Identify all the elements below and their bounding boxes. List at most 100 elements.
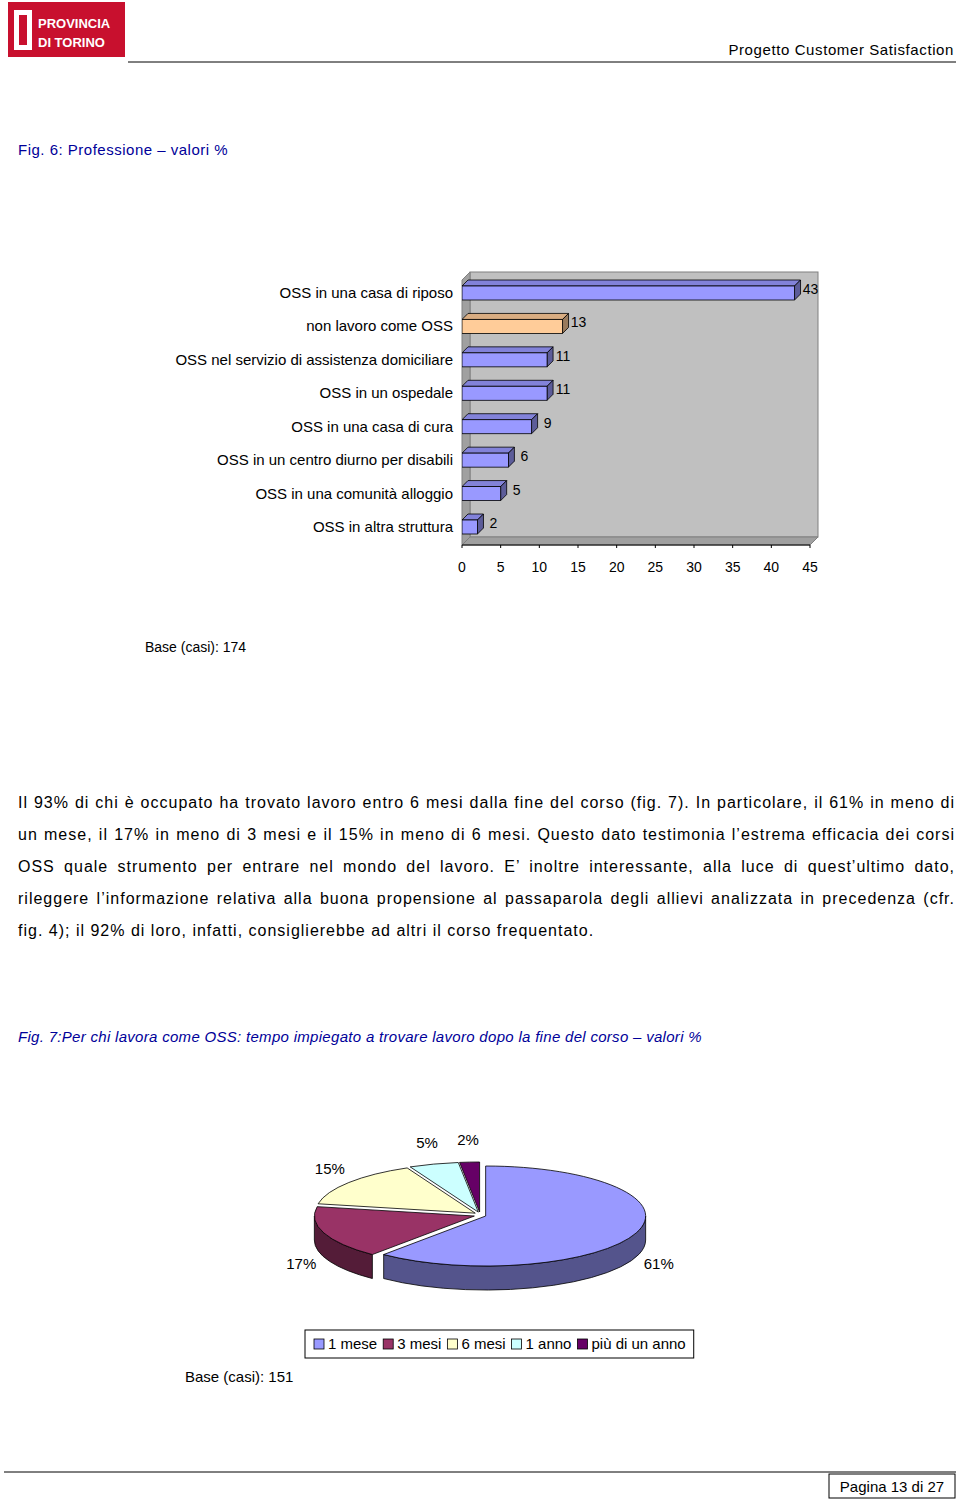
- bar: [462, 453, 508, 467]
- slice: [314, 1207, 474, 1255]
- bar: [462, 386, 547, 400]
- x-tick-label: 35: [725, 559, 741, 575]
- bar-side: [547, 347, 553, 367]
- data-label: 11: [556, 381, 571, 397]
- x-tick: [771, 545, 772, 548]
- x-tick: [462, 545, 463, 548]
- x-tick-label: 15: [570, 559, 586, 575]
- legend: 1 mese3 mesi6 mesi1 annopiù di un anno: [305, 1330, 694, 1358]
- x-tick-label: 40: [764, 559, 780, 575]
- x-tick-label: 45: [802, 559, 818, 575]
- legend-frame: [305, 1330, 694, 1358]
- bar: [462, 286, 795, 300]
- category-label: OSS in un ospedale: [320, 384, 453, 401]
- data-label: 11: [556, 348, 571, 364]
- bar-side: [501, 481, 507, 501]
- logo-emblem: [14, 10, 32, 50]
- body-text: Il 93% di chi è occupato ha trovato lavo…: [18, 787, 955, 947]
- legend-swatch: [447, 1339, 457, 1349]
- bar-chart: 0 5 10 15 20 25 30 35 40 45 43 13 11 11 9 6 5 2 OSS in una…: [175, 272, 818, 575]
- bar-side: [795, 280, 801, 300]
- logo-box: [8, 2, 125, 57]
- plot-wall: [470, 272, 818, 537]
- bar: [462, 487, 501, 501]
- bar-top: [462, 447, 514, 453]
- data-label: 6: [521, 448, 529, 464]
- data-label: 2: [490, 515, 498, 531]
- bar-side: [547, 380, 553, 400]
- plot-side-wall: [462, 272, 470, 545]
- category-label: OSS nel servizio di assistenza domicilia…: [175, 351, 453, 368]
- bar-top: [462, 280, 801, 286]
- bar: [462, 420, 532, 434]
- data-label: 43: [803, 281, 819, 297]
- data-label: 2%: [457, 1131, 479, 1148]
- bar-top: [462, 481, 507, 487]
- category-label: non lavoro come OSS: [306, 317, 453, 334]
- logo-text: DI TORINO: [38, 35, 105, 50]
- x-tick: [539, 545, 540, 548]
- pie-chart: 61% 17% 15% 5% 2%: [286, 1131, 674, 1290]
- pie-tops: [314, 1162, 645, 1266]
- data-label: 17%: [286, 1255, 316, 1272]
- plot-floor: [462, 537, 818, 545]
- x-axis: [462, 545, 810, 546]
- header-rule: [128, 62, 956, 63]
- data-label: 9: [544, 415, 552, 431]
- bar: [462, 520, 477, 534]
- category-label: OSS in una casa di cura: [291, 418, 453, 435]
- bar-top: [462, 313, 569, 319]
- data-label: 13: [571, 314, 587, 330]
- x-tick-label: 25: [648, 559, 664, 575]
- legend-label: più di un anno: [591, 1335, 685, 1352]
- x-tick-label: 10: [532, 559, 548, 575]
- legend-swatch: [314, 1339, 324, 1349]
- x-tick: [616, 545, 617, 548]
- bar-top: [462, 380, 553, 386]
- legend-swatch: [512, 1339, 522, 1349]
- legend-swatch: [577, 1339, 587, 1349]
- data-label: 61%: [644, 1255, 674, 1272]
- data-label: 15%: [315, 1160, 345, 1177]
- x-tick: [655, 545, 656, 548]
- logo-text: PROVINCIA: [38, 16, 111, 31]
- base-note: Base (casi): 151: [185, 1368, 293, 1385]
- x-tick: [810, 545, 811, 548]
- bar: [462, 319, 563, 333]
- page-box: [829, 1474, 955, 1498]
- legend-label: 6 mesi: [461, 1335, 505, 1352]
- header-title: Progetto Customer Satisfaction: [728, 41, 954, 58]
- x-tick: [694, 545, 695, 548]
- figure-caption: Fig. 7:Per chi lavora come OSS: tempo im…: [18, 1028, 702, 1045]
- bar-side: [508, 447, 514, 467]
- pie-labels: 61% 17% 15% 5% 2%: [286, 1131, 674, 1272]
- x-tick: [500, 545, 501, 548]
- x-tick: [732, 545, 733, 548]
- x-tick-label: 20: [609, 559, 625, 575]
- x-tick-label: 30: [686, 559, 702, 575]
- bars: [462, 280, 801, 534]
- figure-caption: Fig. 6: Professione – valori %: [18, 141, 228, 158]
- bar: [462, 353, 547, 367]
- legend-label: 1 anno: [526, 1335, 572, 1352]
- logo-emblem-inner: [19, 15, 27, 45]
- x-tick-label: 5: [497, 559, 505, 575]
- page-canvas: PROVINCIA DI TORINO Progetto Customer Sati…: [0, 0, 960, 1499]
- data-label: 5: [513, 482, 521, 498]
- slice: [460, 1162, 480, 1212]
- bar-side: [532, 414, 538, 434]
- legend-label: 1 mese: [328, 1335, 377, 1352]
- page: {"header": {"logo": ["PROVINCIA", "DI TO…: [0, 0, 960, 1499]
- x-tick-label: 0: [458, 559, 466, 575]
- category-label: OSS in altra struttura: [313, 518, 454, 535]
- category-label: OSS in un centro diurno per disabili: [217, 451, 453, 468]
- data-label: 5%: [416, 1134, 438, 1151]
- footer-rule: [4, 1472, 956, 1473]
- category-label: OSS in una casa di riposo: [280, 284, 453, 301]
- base-note: Base (casi): 174: [145, 639, 246, 655]
- bar-labels: 43 13 11 11 9 6 5 2: [490, 281, 819, 531]
- legend-swatch: [383, 1339, 393, 1349]
- page-number: Pagina 13 di 27: [840, 1478, 944, 1495]
- bar-top: [462, 414, 538, 420]
- category-label: OSS in una comunità alloggio: [255, 485, 453, 502]
